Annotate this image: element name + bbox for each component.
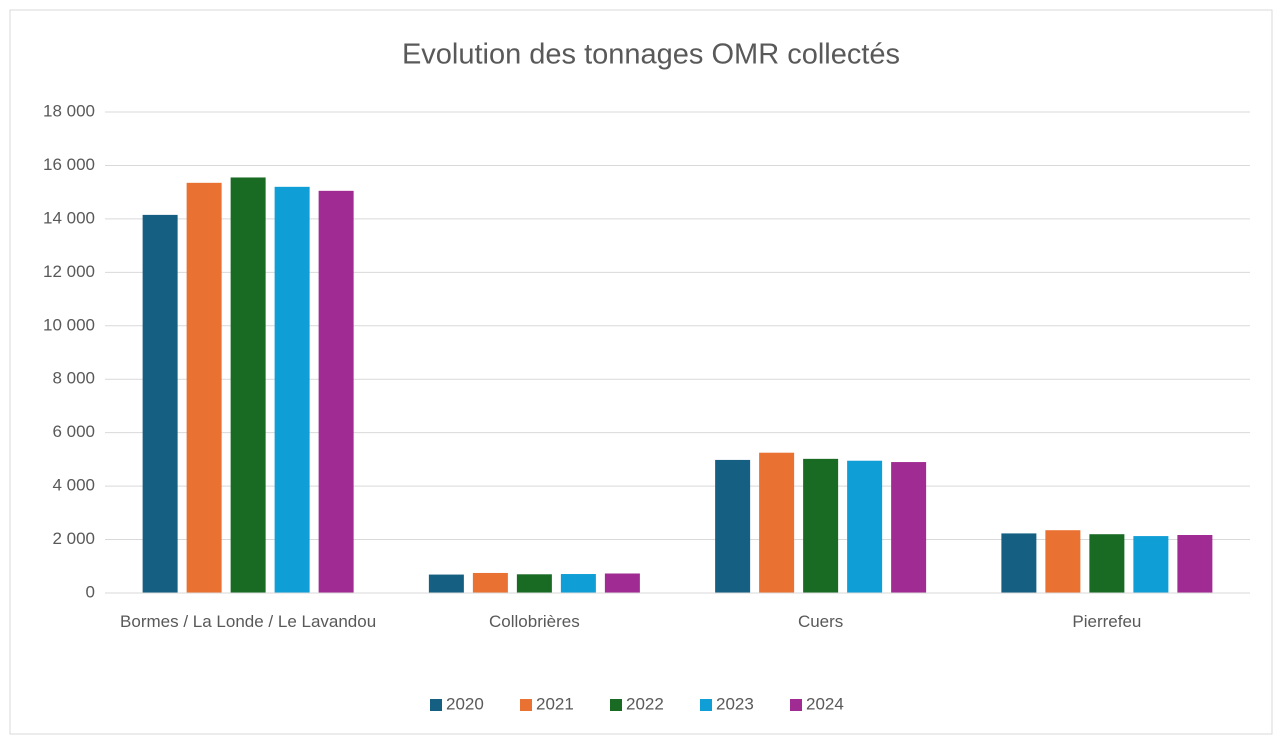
bar (759, 452, 795, 593)
y-tick-label: 18 000 (43, 101, 95, 120)
bar (847, 460, 883, 593)
bar (604, 573, 640, 593)
bar (516, 574, 552, 593)
x-tick-label: Cuers (798, 612, 843, 631)
bar (891, 462, 927, 593)
legend-swatch (430, 699, 442, 711)
bar (1177, 535, 1213, 593)
legend-swatch (790, 699, 802, 711)
y-tick-label: 8 000 (52, 369, 95, 388)
bar (186, 182, 222, 593)
y-tick-label: 6 000 (52, 422, 95, 441)
bar (1001, 533, 1037, 593)
chart-title: Evolution des tonnages OMR collectés (402, 39, 900, 71)
bar (142, 214, 178, 593)
y-tick-label: 4 000 (52, 476, 95, 495)
bar (560, 574, 596, 593)
y-tick-label: 12 000 (43, 262, 95, 281)
legend-label: 2023 (716, 694, 754, 713)
bar (715, 459, 751, 593)
y-tick-label: 14 000 (43, 208, 95, 227)
bar (274, 186, 310, 594)
bar (803, 458, 839, 593)
y-tick-label: 10 000 (43, 315, 95, 334)
legend-swatch (520, 699, 532, 711)
x-tick-label: Bormes / La Londe / Le Lavandou (120, 612, 376, 631)
legend-label: 2021 (536, 694, 574, 713)
y-tick-label: 16 000 (43, 155, 95, 174)
bar (1045, 530, 1081, 593)
bar (1089, 534, 1125, 593)
bar (230, 177, 266, 593)
legend-label: 2024 (806, 694, 844, 713)
x-tick-label: Pierrefeu (1072, 612, 1141, 631)
bar (472, 572, 508, 593)
bar (428, 574, 464, 593)
legend-swatch (700, 699, 712, 711)
y-tick-label: 0 (86, 582, 95, 601)
legend-swatch (610, 699, 622, 711)
legend-label: 2020 (446, 694, 484, 713)
legend-label: 2022 (626, 694, 664, 713)
bar (318, 190, 354, 593)
x-tick-label: Collobrières (489, 612, 580, 631)
y-tick-label: 2 000 (52, 529, 95, 548)
bar (1133, 536, 1169, 593)
